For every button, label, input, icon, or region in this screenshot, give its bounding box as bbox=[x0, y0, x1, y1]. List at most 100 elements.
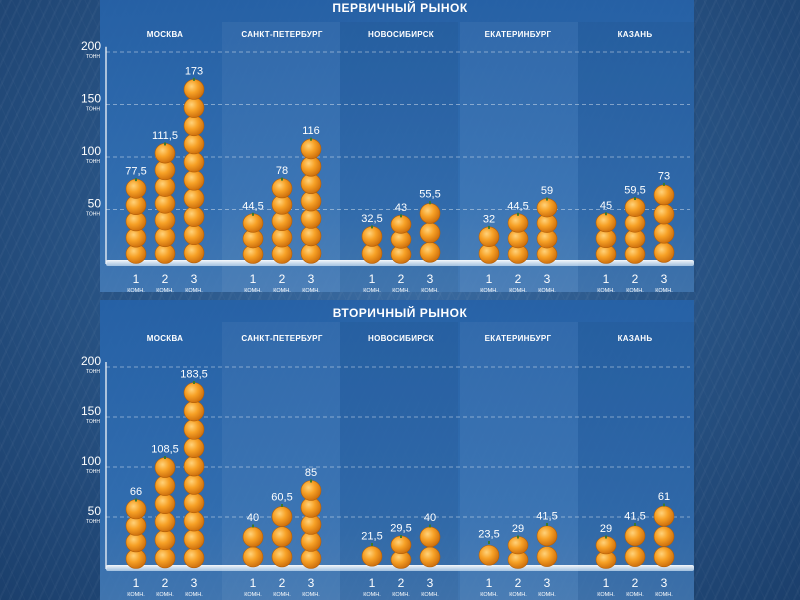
room-count-label: 2 bbox=[515, 576, 522, 590]
orange-segment bbox=[183, 169, 205, 191]
bar bbox=[595, 535, 617, 569]
room-unit-label: КОМН. bbox=[185, 288, 203, 294]
orange-segment bbox=[595, 212, 617, 233]
bar bbox=[390, 214, 412, 264]
room-unit-label: КОМН. bbox=[302, 592, 320, 598]
orange-stem bbox=[252, 212, 254, 216]
orange-segment bbox=[242, 213, 264, 233]
room-unit-label: КОМН. bbox=[127, 288, 145, 294]
orange-segment bbox=[653, 505, 675, 527]
orange-segment bbox=[300, 208, 322, 229]
room-count-label: 1 bbox=[369, 576, 376, 590]
orange-segment bbox=[390, 535, 412, 555]
orange-stem bbox=[164, 142, 166, 146]
orange-stem bbox=[400, 214, 402, 218]
bar bbox=[478, 225, 500, 264]
room-count-label: 1 bbox=[133, 272, 140, 286]
orange-segment bbox=[154, 143, 176, 164]
y-tick-label: 100 bbox=[81, 144, 101, 158]
orange-stem bbox=[546, 523, 548, 526]
value-label: 29 bbox=[512, 523, 524, 535]
value-label: 77,5 bbox=[125, 166, 146, 178]
room-unit-label: КОМН. bbox=[302, 288, 320, 294]
orange-segment bbox=[154, 511, 176, 533]
chart-secondary-market: ВТОРИЧНЫЙ РЫНОК50ТОНН100ТОНН150ТОНН200ТО… bbox=[81, 305, 694, 598]
value-label: 44,5 bbox=[242, 200, 263, 212]
room-count-label: 3 bbox=[544, 272, 551, 286]
chart-title: ВТОРИЧНЫЙ РЫНОК bbox=[333, 305, 468, 320]
room-unit-label: КОМН. bbox=[421, 592, 439, 598]
bar bbox=[183, 381, 205, 569]
room-unit-label: КОМН. bbox=[626, 288, 644, 294]
orange-stem bbox=[310, 137, 312, 141]
orange-segment bbox=[653, 184, 675, 206]
orange-stem bbox=[371, 543, 373, 546]
room-unit-label: КОМН. bbox=[363, 592, 381, 598]
value-label: 40 bbox=[424, 512, 436, 524]
orange-segment bbox=[624, 525, 646, 547]
y-unit-label: ТОНН bbox=[86, 107, 100, 113]
orange-segment bbox=[361, 226, 383, 247]
room-unit-label: КОМН. bbox=[244, 288, 262, 294]
room-unit-label: КОМН. bbox=[480, 288, 498, 294]
orange-segment bbox=[183, 206, 205, 227]
value-label: 21,5 bbox=[361, 531, 382, 543]
y-tick-label: 150 bbox=[81, 404, 101, 418]
orange-segment bbox=[300, 138, 322, 160]
orange-segment bbox=[419, 546, 441, 568]
orange-segment bbox=[183, 79, 205, 100]
y-tick-label: 50 bbox=[88, 197, 102, 211]
orange-segment bbox=[300, 480, 322, 501]
bar bbox=[154, 456, 176, 569]
orange-segment bbox=[653, 526, 675, 547]
room-count-label: 3 bbox=[427, 272, 434, 286]
orange-stem bbox=[371, 225, 373, 229]
room-unit-label: КОМН. bbox=[363, 288, 381, 294]
orange-segment bbox=[183, 224, 205, 246]
city-label: НОВОСИБИРСК bbox=[368, 30, 434, 39]
orange-segment bbox=[300, 190, 322, 212]
orange-segment bbox=[624, 197, 646, 217]
orange-segment bbox=[536, 198, 558, 218]
value-label: 29 bbox=[600, 523, 612, 535]
orange-segment bbox=[183, 400, 205, 422]
value-label: 61 bbox=[658, 491, 670, 503]
orange-segment bbox=[300, 173, 322, 194]
orange-stem bbox=[663, 182, 665, 186]
orange-stem bbox=[517, 535, 519, 539]
room-count-label: 1 bbox=[603, 576, 610, 590]
room-count-label: 1 bbox=[250, 272, 257, 286]
value-label: 23,5 bbox=[478, 529, 499, 541]
orange-segment bbox=[653, 242, 675, 263]
room-unit-label: КОМН. bbox=[538, 592, 556, 598]
value-label: 45 bbox=[600, 200, 612, 212]
room-unit-label: КОМН. bbox=[127, 592, 145, 598]
orange-stem bbox=[193, 77, 195, 81]
orange-stem bbox=[252, 524, 254, 528]
city-label: МОСКВА bbox=[147, 334, 184, 343]
orange-segment bbox=[653, 546, 675, 568]
y-tick-label: 200 bbox=[81, 39, 101, 53]
room-count-label: 2 bbox=[632, 272, 639, 286]
orange-stem bbox=[634, 197, 636, 201]
room-count-label: 2 bbox=[162, 576, 169, 590]
bar bbox=[242, 524, 264, 568]
orange-segment bbox=[271, 526, 293, 548]
orange-segment bbox=[183, 188, 205, 209]
bar bbox=[300, 479, 322, 569]
bar bbox=[154, 142, 176, 264]
bar bbox=[478, 541, 500, 566]
room-count-label: 3 bbox=[191, 576, 198, 590]
room-count-label: 2 bbox=[515, 272, 522, 286]
orange-stem bbox=[135, 498, 137, 502]
orange-segment bbox=[271, 178, 293, 199]
bar bbox=[653, 182, 675, 263]
value-label: 41,5 bbox=[536, 511, 557, 523]
y-tick-label: 50 bbox=[88, 504, 102, 518]
orange-segment bbox=[300, 243, 322, 264]
orange-segment bbox=[154, 529, 176, 551]
bar bbox=[390, 535, 412, 569]
orange-segment bbox=[478, 544, 500, 566]
city-label: САНКТ-ПЕТЕРБУРГ bbox=[241, 334, 322, 343]
orange-segment bbox=[419, 526, 441, 548]
